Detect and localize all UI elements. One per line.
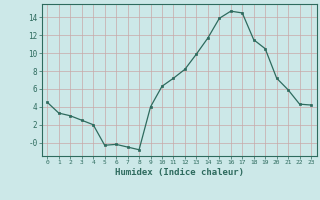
X-axis label: Humidex (Indice chaleur): Humidex (Indice chaleur)	[115, 168, 244, 177]
